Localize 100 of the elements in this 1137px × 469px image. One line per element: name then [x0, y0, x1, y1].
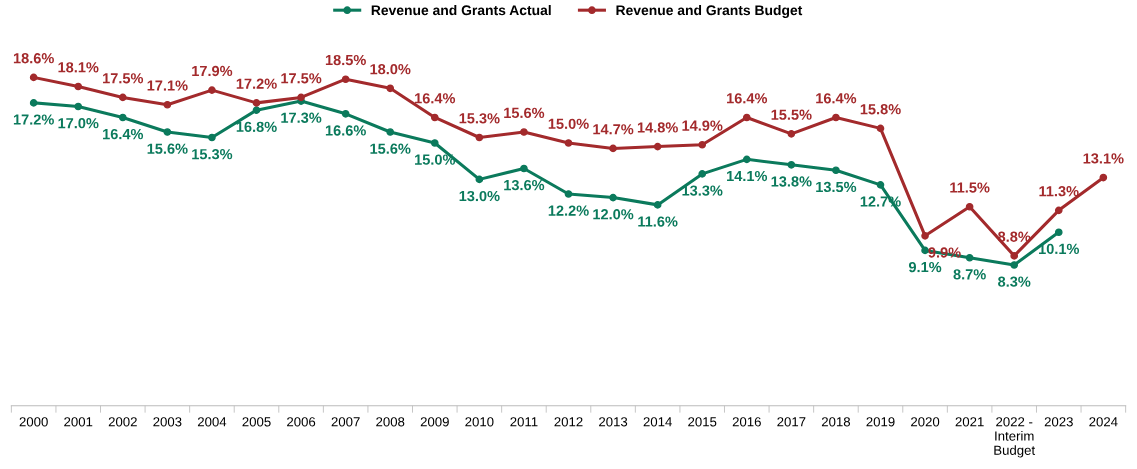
- data-label: 17.2%: [236, 78, 277, 89]
- point: [787, 160, 796, 169]
- point: [475, 133, 484, 142]
- data-label: 14.8%: [637, 122, 678, 133]
- point: [118, 113, 127, 122]
- x-tick-label: 2011: [510, 417, 538, 427]
- data-label: 17.1%: [147, 80, 188, 91]
- point: [1010, 261, 1019, 269]
- x-tick-label: 2018: [821, 417, 851, 427]
- point: [520, 128, 528, 136]
- data-label: 11.6%: [638, 216, 678, 227]
- point: [341, 75, 350, 84]
- point: [1010, 252, 1019, 260]
- x-tick-label: 2005: [242, 417, 271, 427]
- data-label: 18.0%: [370, 63, 411, 75]
- data-label: 13.8%: [771, 176, 812, 187]
- point: [163, 128, 172, 136]
- point: [341, 109, 350, 118]
- data-label: 12.0%: [593, 209, 634, 220]
- data-label: 13.3%: [682, 185, 723, 196]
- x-tick-label: 2021: [955, 417, 984, 427]
- data-label: 16.4%: [415, 93, 456, 104]
- data-label: 13.1%: [1083, 153, 1124, 164]
- x-tick-label: 2023: [1044, 417, 1073, 427]
- point: [297, 93, 305, 102]
- point: [609, 144, 617, 153]
- data-label: 11.5%: [950, 182, 990, 193]
- data-label: 16.6%: [325, 125, 366, 136]
- data-label: 16.4%: [103, 128, 144, 140]
- data-label: 14.9%: [682, 120, 723, 131]
- data-label: 15.6%: [370, 143, 411, 154]
- point: [653, 142, 662, 151]
- x-tick-label: 2000: [19, 417, 48, 427]
- data-label: 17.3%: [281, 112, 322, 123]
- legend-label: Revenue and Grants Budget: [616, 4, 803, 18]
- point: [832, 113, 840, 122]
- x-tick-label: 2001: [64, 417, 93, 427]
- x-tick-label: 2017: [777, 417, 806, 427]
- x-tick-label: 2004: [197, 417, 227, 427]
- x-tick-label: 2013: [599, 417, 628, 427]
- data-label: 13.6%: [504, 179, 545, 191]
- point: [1099, 173, 1108, 182]
- point: [876, 181, 885, 189]
- point: [29, 73, 38, 82]
- point: [163, 100, 172, 109]
- data-label: 17.2%: [13, 114, 54, 125]
- data-label: 17.5%: [103, 73, 144, 84]
- x-tick-label: 2016: [732, 417, 761, 427]
- x-tick-label: 2002: [108, 417, 137, 427]
- data-label: 15.5%: [771, 109, 812, 120]
- data-label: 9.1%: [908, 261, 942, 273]
- point: [564, 190, 573, 198]
- data-label: 18.5%: [325, 54, 366, 66]
- point: [965, 253, 974, 262]
- point: [564, 139, 573, 147]
- data-label: 17.0%: [58, 118, 99, 129]
- x-tick-label: 2024: [1089, 417, 1118, 427]
- x-tick-label: 2009: [420, 417, 449, 427]
- data-label: 12.2%: [548, 205, 589, 216]
- point: [252, 106, 261, 114]
- data-label: 13.0%: [459, 190, 500, 202]
- x-tick-label: 2007: [331, 417, 360, 427]
- data-label: 14.1%: [727, 170, 768, 182]
- legend-label: Revenue and Grants Actual: [371, 4, 551, 16]
- data-label: 10.1%: [1039, 243, 1080, 255]
- point: [876, 124, 885, 133]
- data-label: 8.3%: [998, 276, 1031, 287]
- point: [74, 102, 83, 111]
- data-label: 15.6%: [504, 107, 545, 119]
- data-label: 17.9%: [192, 65, 233, 77]
- point: [475, 175, 484, 184]
- data-label: 13.5%: [816, 181, 857, 193]
- x-tick-label: 2019: [866, 417, 895, 427]
- point: [832, 166, 840, 175]
- data-label: 16.8%: [236, 121, 277, 132]
- x-tick-label: 2006: [287, 417, 316, 427]
- point: [609, 193, 617, 202]
- point: [74, 82, 83, 91]
- data-label: 15.3%: [192, 148, 233, 160]
- data-label: 15.8%: [860, 104, 901, 115]
- point: [29, 99, 38, 107]
- point: [430, 113, 439, 122]
- point: [520, 164, 528, 173]
- point: [965, 202, 974, 211]
- point: [742, 113, 751, 122]
- data-label: 16.4%: [727, 93, 768, 104]
- data-label: 15.0%: [548, 118, 589, 129]
- data-label: 15.6%: [147, 143, 188, 154]
- x-tick-label: 2012: [554, 417, 583, 427]
- x-tick-label: 2003: [153, 417, 182, 427]
- x-tick-label: 2022 - Interim Budget: [994, 417, 1036, 458]
- point: [1054, 206, 1063, 215]
- point: [386, 84, 395, 93]
- point: [1054, 228, 1063, 237]
- point: [208, 133, 216, 142]
- data-label: 15.3%: [459, 113, 500, 124]
- x-tick-label: 2008: [376, 417, 405, 427]
- data-label: 16.4%: [816, 93, 857, 104]
- data-label: 18.6%: [13, 53, 54, 64]
- data-label: 15.0%: [415, 154, 456, 165]
